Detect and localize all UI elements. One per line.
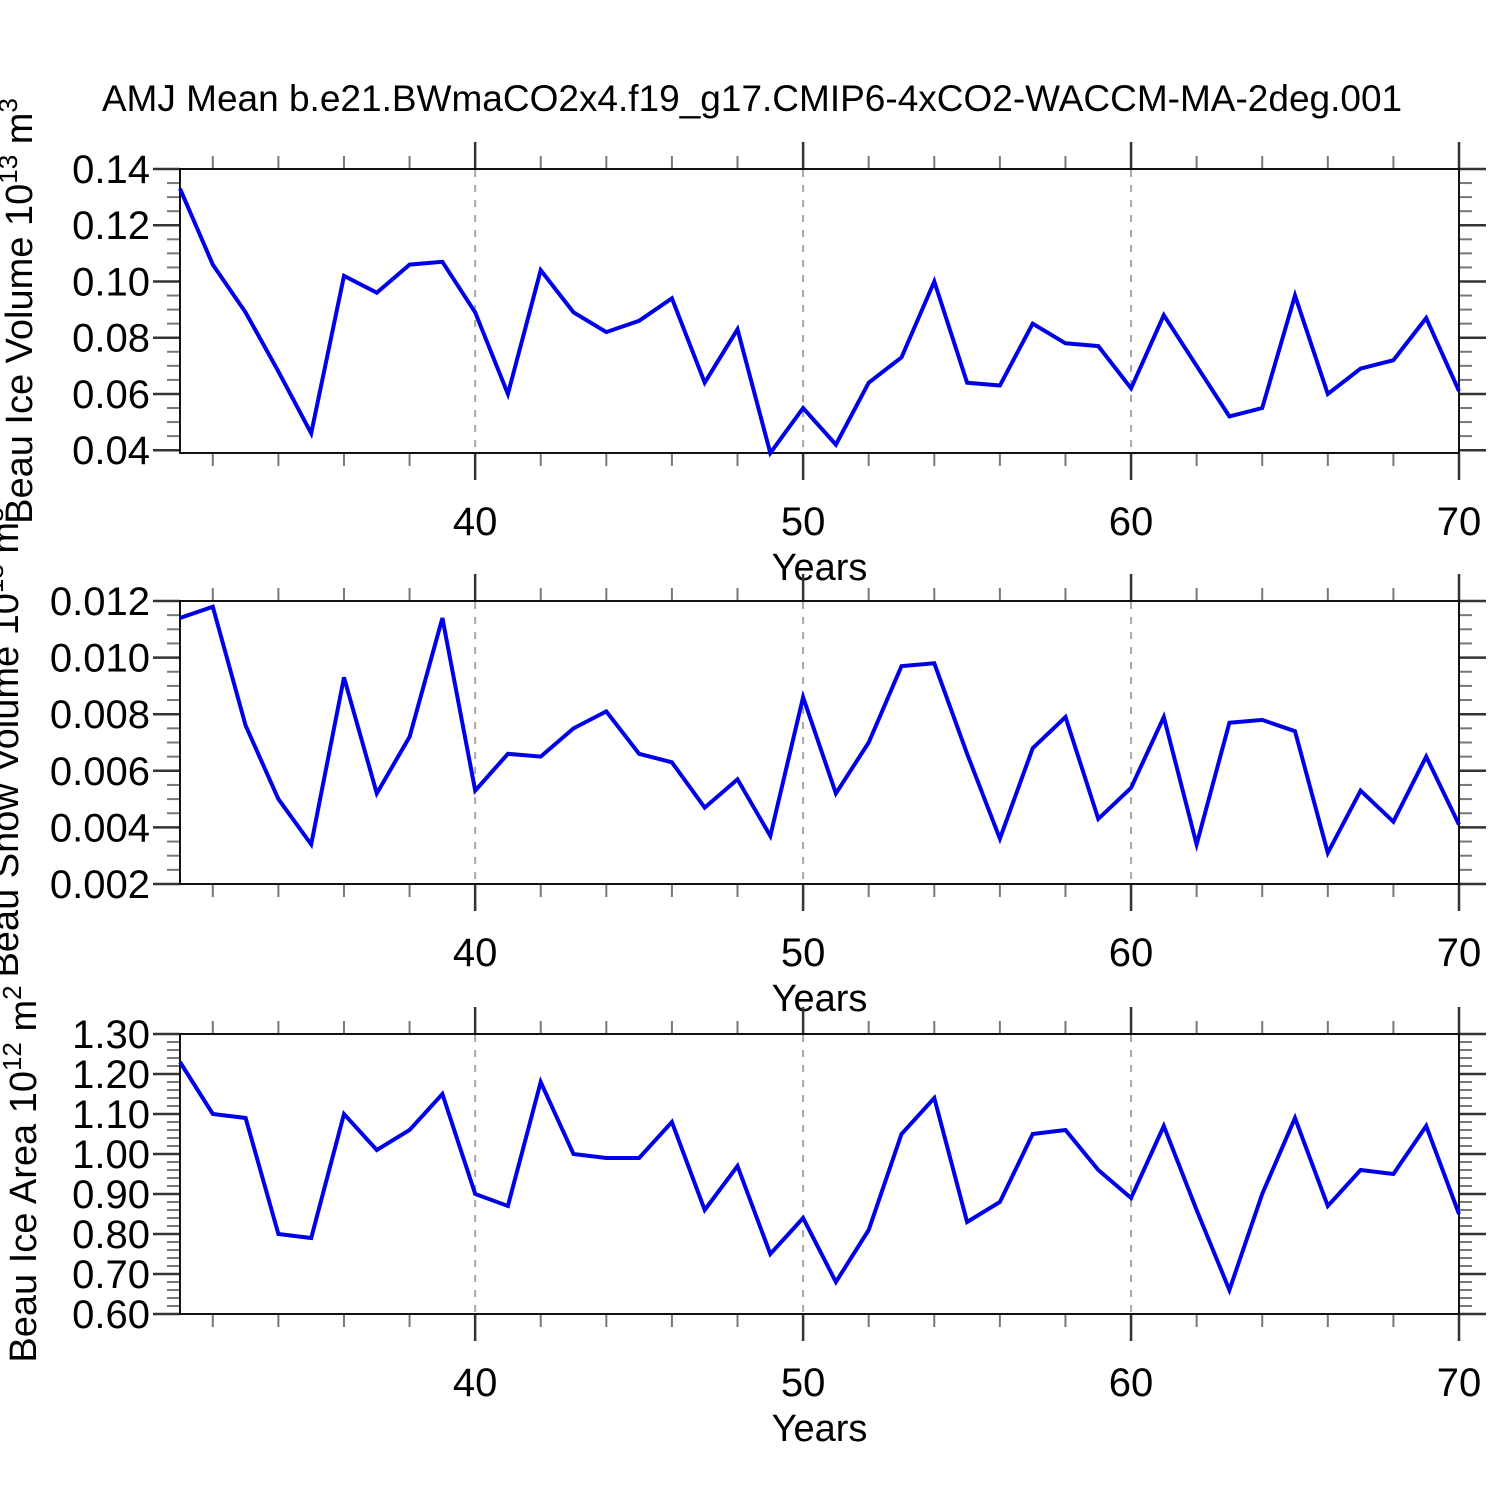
x-tick-label: 50 [781, 500, 826, 544]
y-axis-title: Beau Ice Area 1012 m2 [0, 985, 45, 1362]
y-tick-label: 0.006 [50, 750, 150, 794]
y-tick-label: 0.06 [72, 373, 150, 417]
x-tick-label: 70 [1437, 500, 1482, 544]
y-tick-label: 1.00 [72, 1133, 150, 1177]
x-tick-label: 60 [1109, 1361, 1154, 1405]
x-tick-label: 70 [1437, 1361, 1482, 1405]
y-tick-label: 0.60 [72, 1293, 150, 1337]
y-tick-label: 1.20 [72, 1053, 150, 1097]
y-tick-label: 0.010 [50, 637, 150, 681]
x-tick-label: 70 [1437, 931, 1482, 975]
x-axis-title: Years [772, 1408, 868, 1450]
panel-ice-area: 0.600.700.800.901.001.101.201.30 40 50 60 70… [0, 985, 1486, 1450]
ice-area-series-line [178, 1060, 1461, 1296]
x-axis-title: Years [772, 978, 868, 1020]
plot-box [179, 168, 1460, 454]
panel-snow-volume: 0.002 0.004 0.006 0.008 0.010 0.012 40 50 60 70 Ye… [0, 507, 1486, 1020]
x-tick-label: 40 [453, 500, 498, 544]
y-tick-label: 0.12 [72, 204, 150, 248]
y-tick-label: 0.14 [72, 148, 150, 192]
y-tick-label: 0.012 [50, 580, 150, 624]
chart-title: AMJ Mean b.e21.BWmaCO2x4.f19_g17.CMIP6-4… [102, 78, 1402, 119]
y-tick-label: 0.04 [72, 429, 150, 473]
y-tick-label: 0.70 [72, 1253, 150, 1297]
y-tick-label: 0.90 [72, 1173, 150, 1217]
x-tick-label: 40 [453, 1361, 498, 1405]
plot-box [179, 600, 1460, 885]
snow-volume-series-line [179, 604, 1461, 859]
y-tick-label: 0.004 [50, 806, 150, 850]
y-tick-label: 1.30 [72, 1013, 150, 1057]
x-tick-label: 50 [781, 931, 826, 975]
x-tick-label: 50 [781, 1361, 826, 1405]
y-tick-label: 0.08 [72, 317, 150, 361]
panel-ice-volume: 0.04 0.06 0.08 0.10 0.12 0.14 40 50 60 70 Years Bea… [0, 98, 1486, 589]
x-axis-title: Years [772, 547, 868, 589]
y-tick-label: 0.80 [72, 1213, 150, 1257]
ice-volume-series-line [178, 187, 1461, 458]
y-tick-label: 0.008 [50, 693, 150, 737]
x-tick-label: 60 [1109, 931, 1154, 975]
y-tick-label: 1.10 [72, 1093, 150, 1137]
y-tick-label: 0.002 [50, 863, 150, 907]
y-axis-title: Beau Snow Volume 1013 m3 [0, 507, 27, 977]
x-tick-label: 40 [453, 931, 498, 975]
x-tick-label: 60 [1109, 500, 1154, 544]
y-tick-label: 0.10 [72, 260, 150, 304]
y-axis-title: Beau Ice Volume 1013 m3 [0, 98, 41, 524]
plot-box [179, 1033, 1460, 1315]
